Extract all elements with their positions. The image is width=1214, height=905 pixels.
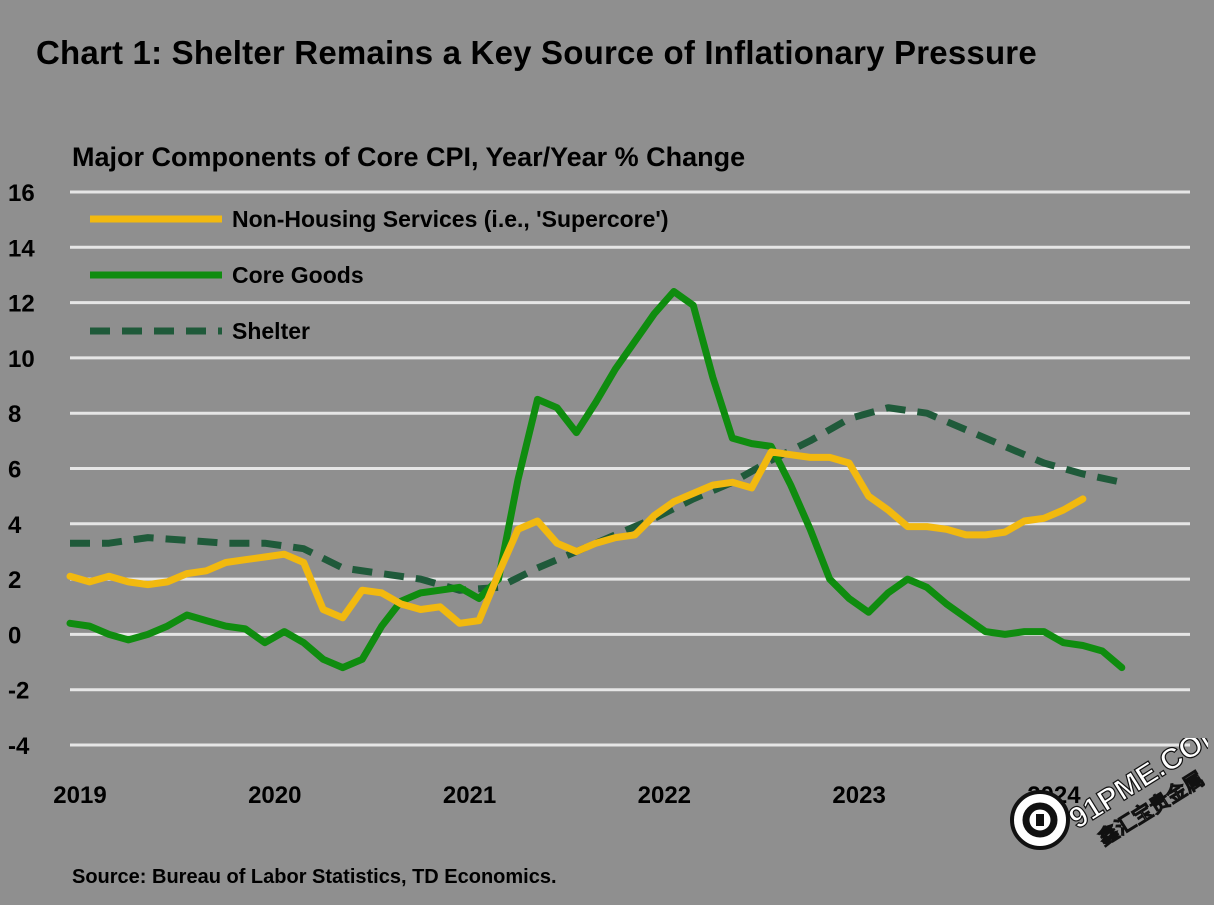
y-tick-label: 12 xyxy=(8,291,35,318)
legend-item-core-goods-label: Core Goods xyxy=(232,262,364,288)
y-tick-label: 10 xyxy=(8,346,35,373)
legend-item-supercore-label: Non-Housing Services (i.e., 'Supercore') xyxy=(232,206,669,232)
source-note: Source: Bureau of Labor Statistics, TD E… xyxy=(72,866,557,888)
y-tick-label: 0 xyxy=(8,622,21,649)
y-tick-label: 16 xyxy=(8,180,35,207)
series-supercore-line xyxy=(66,448,1087,627)
legend-item-shelter-label: Shelter xyxy=(232,318,310,344)
x-tick-label: 2020 xyxy=(248,782,301,809)
series-core-goods-line xyxy=(66,288,1126,672)
y-tick-label: 8 xyxy=(8,401,21,428)
chart-subtitle: Major Components of Core CPI, Year/Year … xyxy=(72,142,746,172)
x-axis-ticks: 201920202021202220232024 xyxy=(53,782,1081,809)
series-shelter-line xyxy=(70,404,1123,594)
gridlines xyxy=(70,190,1190,747)
y-tick-label: 4 xyxy=(8,512,22,539)
x-tick-label: 2023 xyxy=(832,782,885,809)
y-tick-label: -2 xyxy=(8,678,29,705)
y-tick-label: -4 xyxy=(8,733,30,760)
chart-title: Chart 1: Shelter Remains a Key Source of… xyxy=(36,34,1037,71)
x-tick-label: 2019 xyxy=(53,782,106,809)
x-tick-label: 2021 xyxy=(443,782,496,809)
watermark-logo-icon: 91PME.COM 鑫汇宝贵金属 xyxy=(1010,738,1208,851)
y-axis-ticks: 16 14 12 10 8 6 4 2 0 -2 -4 xyxy=(8,180,35,760)
legend: Non-Housing Services (i.e., 'Supercore')… xyxy=(90,206,669,344)
y-tick-label: 2 xyxy=(8,567,21,594)
y-tick-label: 14 xyxy=(8,235,35,262)
y-tick-label: 6 xyxy=(8,457,21,484)
series-lines xyxy=(66,288,1126,672)
x-tick-label: 2022 xyxy=(638,782,691,809)
